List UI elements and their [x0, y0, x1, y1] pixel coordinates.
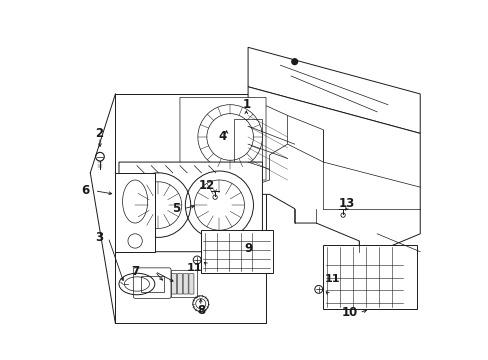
Text: 2: 2 [95, 127, 103, 140]
FancyBboxPatch shape [115, 94, 265, 323]
Text: 12: 12 [198, 179, 215, 192]
Polygon shape [115, 173, 155, 252]
FancyBboxPatch shape [183, 274, 188, 294]
Circle shape [291, 59, 297, 64]
Text: 11: 11 [186, 263, 202, 273]
FancyBboxPatch shape [171, 270, 196, 297]
FancyBboxPatch shape [201, 230, 273, 273]
FancyBboxPatch shape [323, 244, 416, 309]
Text: 10: 10 [342, 306, 358, 319]
Text: 3: 3 [95, 231, 103, 244]
FancyBboxPatch shape [188, 274, 194, 294]
Text: 8: 8 [197, 305, 205, 318]
Text: 4: 4 [219, 130, 226, 144]
Text: 7: 7 [131, 265, 139, 278]
Polygon shape [180, 98, 265, 180]
FancyBboxPatch shape [171, 274, 176, 294]
Text: 11: 11 [324, 274, 340, 284]
Text: 9: 9 [244, 242, 252, 255]
Text: 1: 1 [242, 98, 250, 111]
FancyBboxPatch shape [177, 274, 182, 294]
Ellipse shape [119, 273, 155, 295]
Polygon shape [119, 162, 262, 252]
Text: 6: 6 [81, 184, 89, 197]
Polygon shape [247, 87, 419, 252]
Text: 13: 13 [338, 197, 354, 210]
Text: 5: 5 [172, 202, 180, 215]
